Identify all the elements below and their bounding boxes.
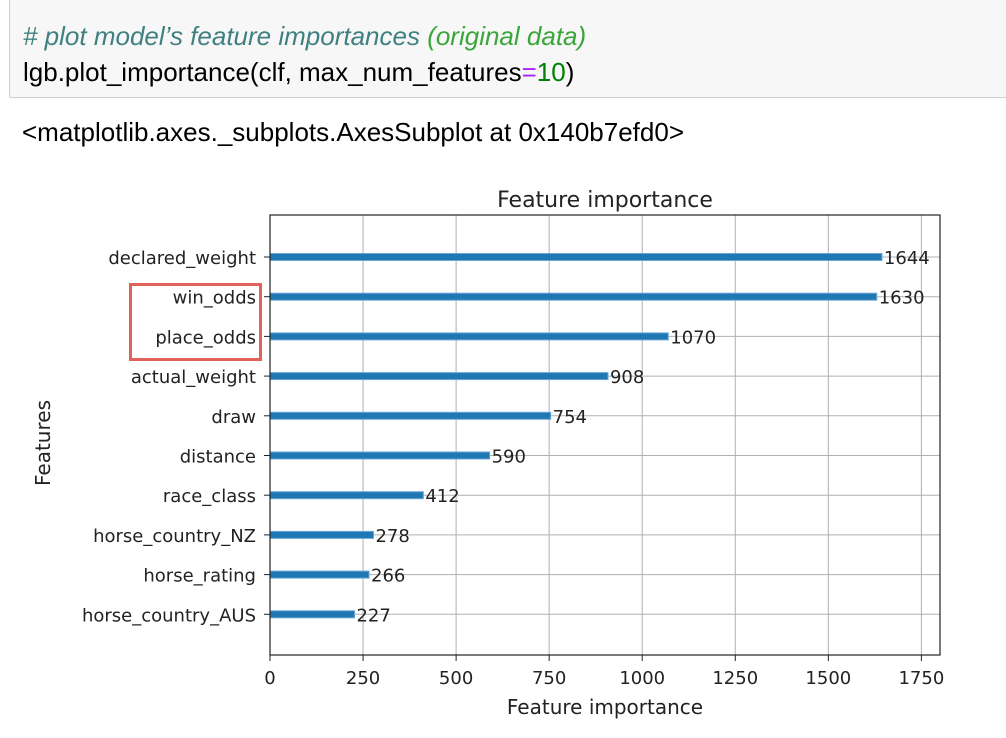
bar-value-label: 754: [553, 407, 587, 428]
bar: [269, 451, 491, 460]
bar-value-label: 266: [371, 566, 405, 587]
bar: [269, 372, 609, 381]
bar-value-label: 1070: [670, 327, 716, 348]
bar-value-label: 278: [375, 526, 409, 547]
y-tick-label: horse_country_NZ: [93, 526, 256, 547]
bar-value-label: 227: [356, 605, 390, 626]
bar: [269, 253, 883, 261]
bar-value-label: 1630: [879, 288, 925, 309]
y-tick-label: actual_weight: [131, 367, 256, 388]
bar: [269, 411, 552, 420]
chart-title: Feature importance: [497, 188, 713, 213]
code-number: 10: [536, 57, 566, 87]
x-tick-label: 1000: [619, 668, 665, 689]
y-tick-label: win_odds: [173, 288, 256, 309]
bar: [269, 332, 669, 341]
bar-value-label: 1644: [884, 248, 930, 269]
code-comment-highlight: (original data): [427, 21, 587, 51]
code-statement-line: lgb.plot_importance(clf, max_num_feature…: [23, 57, 574, 87]
bar: [269, 530, 374, 539]
y-tick-label: distance: [180, 447, 256, 468]
bar: [269, 570, 370, 579]
code-comment-line: # plot model’s feature importances (orig…: [23, 21, 586, 51]
highlight-box: [129, 283, 262, 361]
code-operator: =: [521, 57, 537, 87]
x-tick-label: 500: [439, 668, 473, 689]
bar-value-label: 908: [610, 367, 644, 388]
output-repr-text: <matplotlib.axes._subplots.AxesSubplot a…: [22, 117, 685, 147]
code-close-paren: ): [565, 57, 575, 87]
plot-area: 0 250 500 750 1000 1250 1500 1750 declared_weigh…: [82, 214, 944, 689]
y-tick-label: race_class: [163, 486, 256, 507]
y-tick-label: horse_rating: [143, 566, 256, 587]
code-call: lgb.plot_importance(clf, max_num_feature…: [23, 57, 522, 87]
x-tick-label: 750: [532, 668, 566, 689]
feature-importance-chart: Feature importance Feature importance Fe…: [31, 188, 944, 719]
x-tick-label: 0: [264, 668, 275, 689]
x-tick-label: 1750: [898, 668, 944, 689]
code-cell[interactable]: # plot model’s feature importances (orig…: [9, 0, 1006, 98]
code-comment: # plot model’s feature importances: [23, 21, 428, 51]
y-tick-label: horse_country_AUS: [82, 605, 256, 626]
bar-value-label: 412: [425, 486, 459, 507]
bar: [269, 610, 355, 619]
bar-value-label: 590: [492, 447, 526, 468]
x-tick-label: 1250: [712, 668, 758, 689]
plot-frame: [269, 214, 941, 656]
x-axis-label: Feature importance: [507, 695, 703, 719]
y-axis-label: Features: [31, 400, 55, 486]
y-tick-label: declared_weight: [108, 248, 256, 269]
y-tick-label: draw: [211, 407, 256, 428]
x-tick-label: 250: [346, 668, 380, 689]
bar: [269, 491, 424, 500]
bar: [269, 292, 878, 301]
y-tick-label: place_odds: [155, 327, 256, 348]
x-tick-label: 1500: [805, 668, 851, 689]
